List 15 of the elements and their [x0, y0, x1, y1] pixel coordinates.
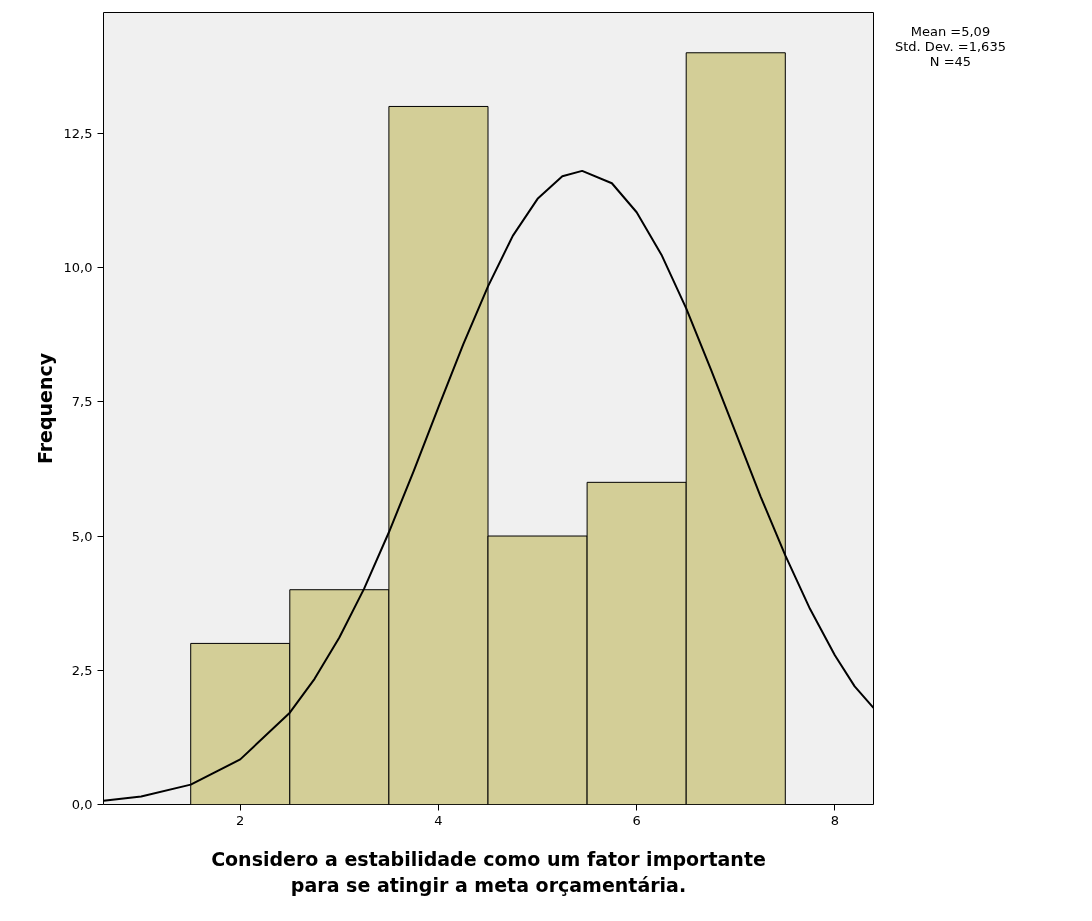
- x-tick-label: 4: [434, 812, 443, 828]
- text: Mean =5,09: [910, 24, 991, 39]
- x-tick-label: 2: [236, 812, 245, 828]
- y-tick-label: 12,5: [63, 125, 93, 141]
- y-axis-title: Frequency: [33, 352, 56, 465]
- x-tick-label: 8: [830, 812, 839, 828]
- y-tick-label: 10,0: [63, 260, 93, 276]
- x-tick-label: 6: [632, 812, 641, 828]
- text: N =45: [929, 54, 972, 69]
- y-tick-label: 5,0: [71, 528, 93, 544]
- text: Std. Dev. =1,635: [895, 39, 1006, 54]
- x-axis-title: Considero a estabilidade como um fator importante para se atingir a meta orçamentária.: [211, 847, 766, 896]
- y-tick-label: 2,5: [71, 662, 93, 678]
- y-tick-label: 7,5: [71, 394, 93, 410]
- y-tick-label: 0,0: [71, 797, 93, 812]
